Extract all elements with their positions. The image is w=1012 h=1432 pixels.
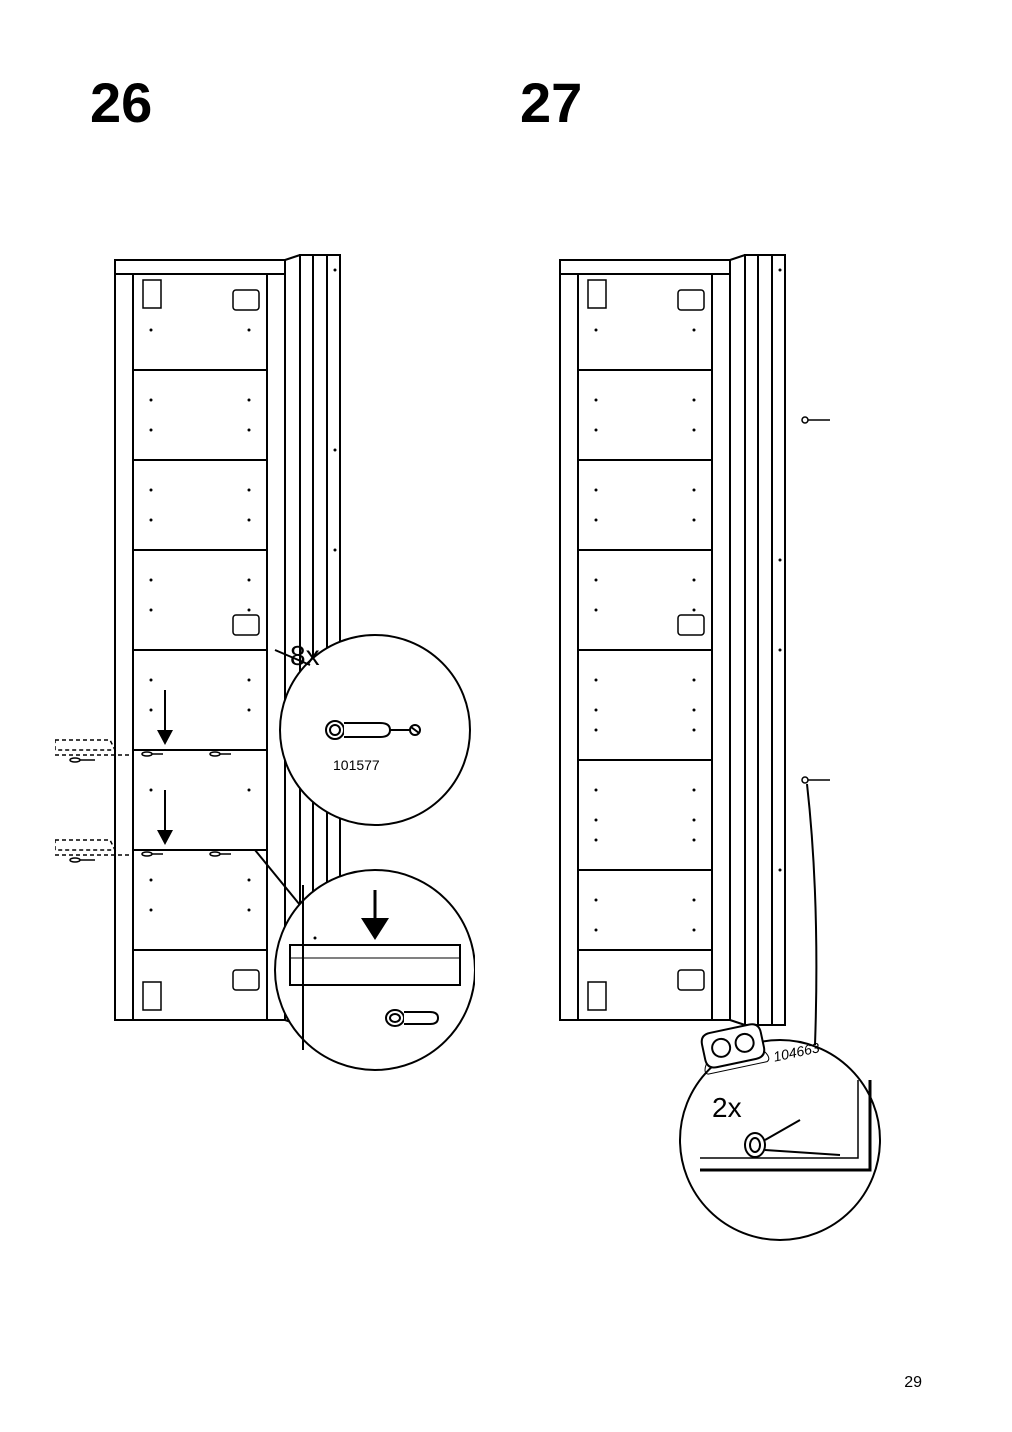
callout-count-8x: 8x: [290, 640, 320, 672]
cabinet-step-26: [55, 250, 475, 1080]
step-number-27: 27: [520, 70, 582, 135]
page-number: 29: [904, 1374, 922, 1392]
part-number-101577: 101577: [333, 757, 380, 773]
step-26-diagram: [55, 250, 475, 1080]
step-number-26: 26: [90, 70, 152, 135]
callout-count-2x: 2x: [712, 1092, 742, 1124]
instruction-page: 26 27: [0, 0, 1012, 1432]
